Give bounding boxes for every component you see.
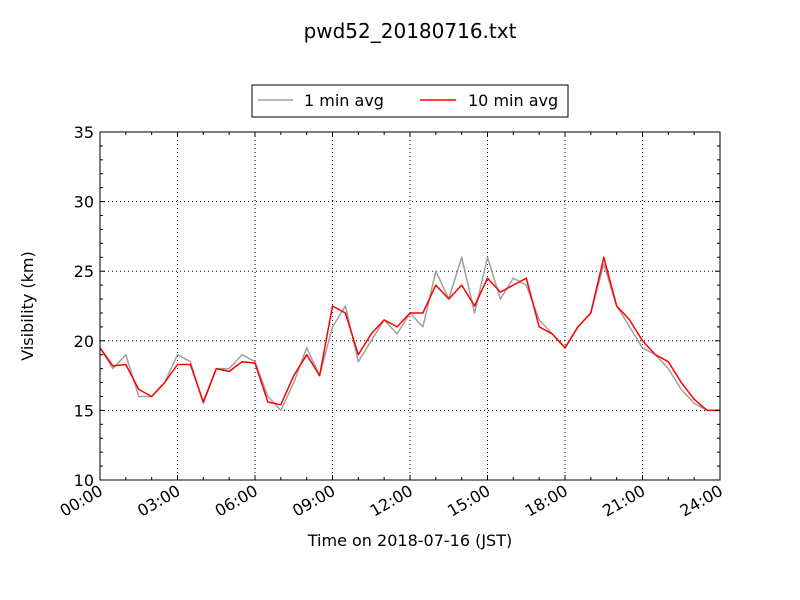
y-tick-label: 10 [74, 471, 94, 490]
series-line-10min-avg [99, 256, 720, 412]
y-tick-label: 25 [74, 262, 94, 281]
x-axis-label: Time on 2018-07-16 (JST) [307, 531, 512, 550]
legend-box [251, 84, 569, 118]
grid-lines [100, 132, 720, 480]
y-tick-label: 30 [74, 193, 94, 212]
legend-label-1min: 1 min avg [304, 91, 384, 110]
legend: 1 min avg 10 min avg [251, 84, 569, 118]
y-axis-tick-labels: 10 15 20 25 30 35 [74, 123, 94, 490]
y-tick-label: 20 [74, 332, 94, 351]
y-tick-label: 35 [74, 123, 94, 142]
y-tick-label: 15 [74, 401, 94, 420]
legend-label-10min: 10 min avg [468, 91, 558, 110]
series-layer [99, 256, 720, 412]
plot-area [99, 131, 721, 481]
y-axis-label: Visibility (km) [18, 251, 37, 360]
axis-ticks [99, 131, 721, 481]
chart-title: pwd52_20180716.txt [304, 19, 517, 43]
